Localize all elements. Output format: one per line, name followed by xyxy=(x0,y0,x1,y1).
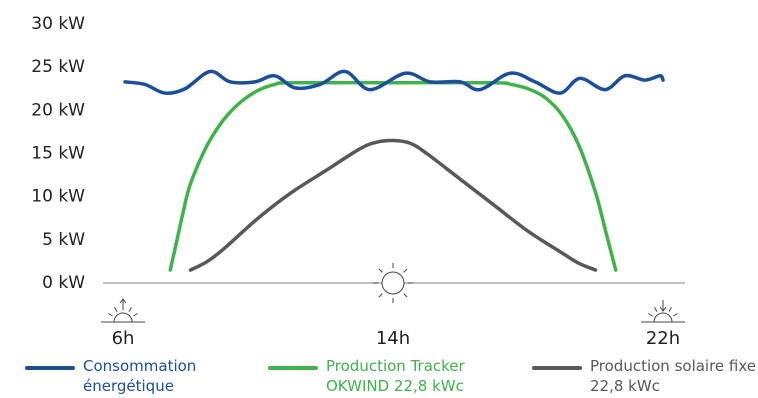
sun-ray xyxy=(108,313,113,317)
sun-ray xyxy=(378,268,383,273)
legend-swatch xyxy=(532,366,582,370)
sun-ray xyxy=(128,307,132,312)
y-tick-label: 10 kW xyxy=(31,187,85,207)
sun-icon xyxy=(641,300,685,323)
sun-ray xyxy=(403,268,408,273)
y-tick-label: 0 kW xyxy=(42,273,85,293)
y-tick-label: 20 kW xyxy=(31,100,85,120)
legend-entry: Production Tracker OKWIND 22,8 kWc xyxy=(268,356,516,396)
legend-swatch xyxy=(268,366,318,370)
legend-label: Production solaire fixe 22,8 kWc xyxy=(590,357,757,395)
x-tick-label: 6h xyxy=(112,328,135,349)
legend-entry: Consommation énergétique xyxy=(25,356,253,396)
y-tick-label: 5 kW xyxy=(42,230,85,250)
series-line xyxy=(188,138,598,272)
arrow-head xyxy=(119,298,127,304)
x-tick-label: 14h xyxy=(376,328,410,349)
sun-ray xyxy=(378,293,383,298)
sun xyxy=(381,271,405,295)
sun-ray xyxy=(403,293,408,298)
sun-ray xyxy=(648,313,653,317)
legend-label: Production Tracker OKWIND 22,8 kWc xyxy=(326,357,465,395)
series-line xyxy=(168,80,618,272)
sun-ray xyxy=(673,313,678,317)
sun-ray xyxy=(668,307,672,312)
sun-icon xyxy=(101,298,145,323)
sun-ray xyxy=(114,307,118,312)
legend-entry: Production solaire fixe 22,8 kWc xyxy=(532,356,758,396)
arrow-head xyxy=(659,306,667,312)
sun-ray xyxy=(654,307,658,312)
sun-icon xyxy=(373,263,413,303)
y-tick-label: 25 kW xyxy=(31,57,85,77)
sun-ray xyxy=(133,313,138,317)
sun-half xyxy=(113,312,133,323)
x-tick-label: 22h xyxy=(646,328,680,349)
sun-half xyxy=(653,312,673,323)
series-line xyxy=(123,69,665,95)
y-tick-label: 30 kW xyxy=(31,14,85,34)
legend-swatch xyxy=(25,366,75,370)
y-tick-label: 15 kW xyxy=(31,144,85,164)
legend-label: Consommation énergétique xyxy=(83,357,197,395)
